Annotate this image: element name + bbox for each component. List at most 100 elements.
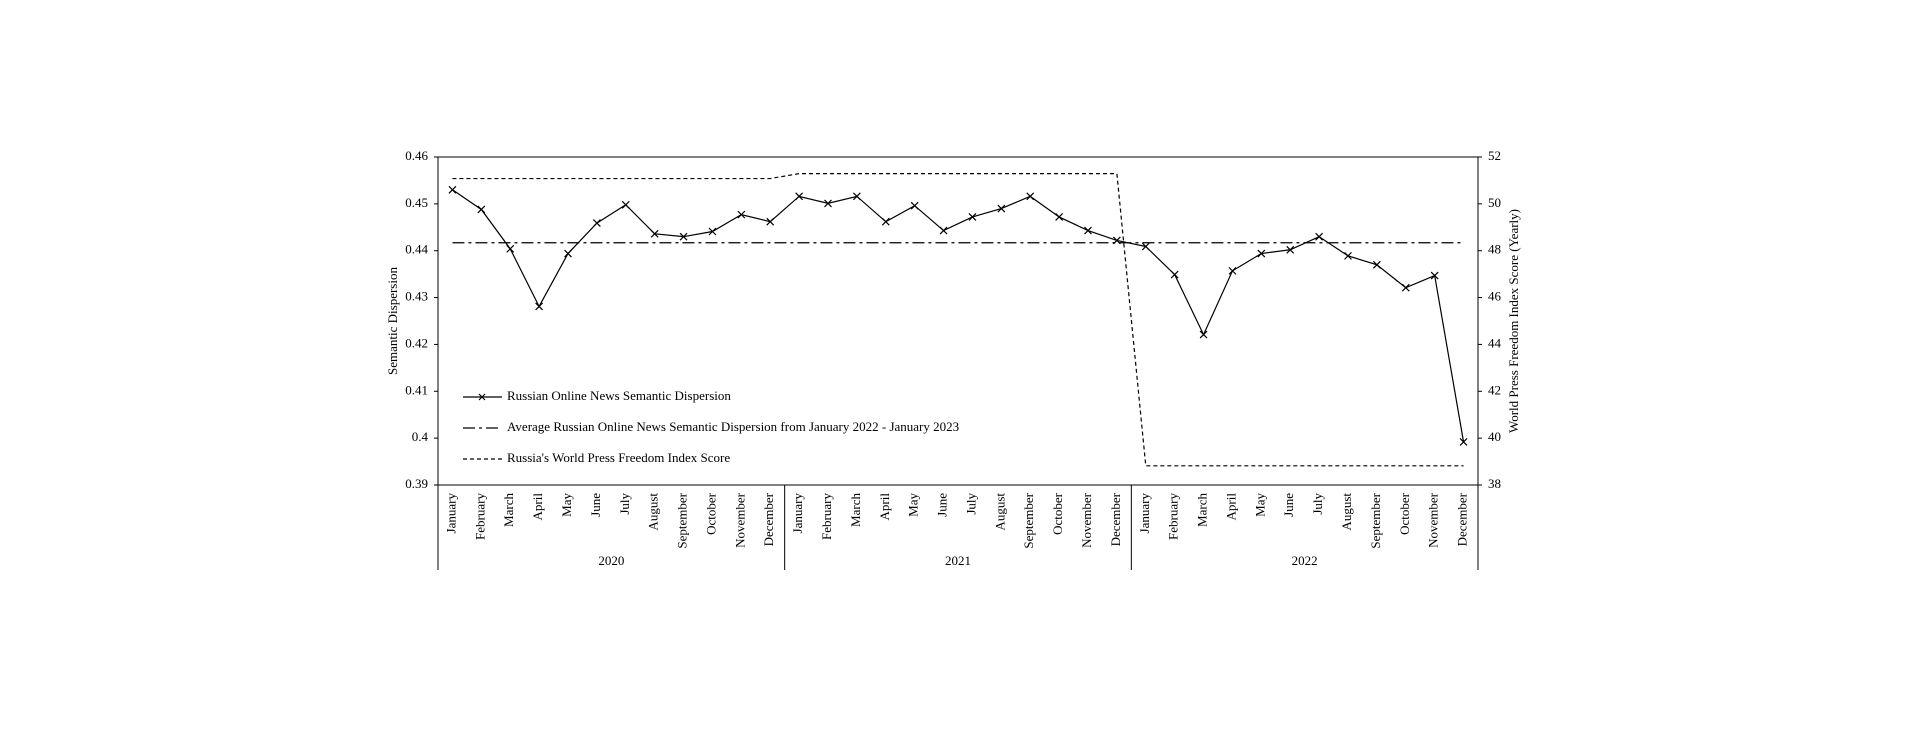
point-marker — [1084, 226, 1092, 235]
point-marker — [564, 249, 572, 258]
x-tick-label: October — [703, 492, 718, 535]
legend-label: Average Russian Online News Semantic Dis… — [507, 419, 959, 434]
x-tick-label: April — [1223, 493, 1238, 521]
legend-label: Russia's World Press Freedom Index Score — [507, 450, 730, 465]
x-tick-label: November — [732, 492, 747, 548]
x-tick-label: January — [790, 493, 805, 534]
point-marker — [1199, 330, 1208, 339]
x-tick-label: February — [819, 493, 834, 540]
point-marker — [592, 219, 601, 227]
point-marker — [1430, 271, 1439, 280]
x-tick-label: September — [1368, 492, 1383, 548]
x-tick-label: March — [1195, 493, 1210, 527]
x-tick-label: March — [848, 493, 863, 527]
x-tick-label: March — [501, 493, 516, 527]
x-tick-label: July — [617, 493, 632, 515]
year-label: 2020 — [598, 553, 624, 568]
x-tick-label: June — [588, 493, 603, 517]
x-tick-label: July — [963, 493, 978, 515]
point-marker — [1344, 251, 1352, 260]
point-marker — [766, 217, 775, 226]
plot-frame — [437, 156, 1479, 486]
y-tick-label: 0.41 — [405, 382, 428, 397]
series-line — [452, 173, 1464, 467]
x-tick-label: December — [761, 492, 776, 546]
point-marker — [1228, 266, 1237, 275]
series-line — [452, 189, 1465, 442]
x-tick-label: May — [1252, 493, 1267, 517]
x-tick-label: November — [1079, 492, 1094, 548]
point-marker — [795, 192, 804, 201]
point-marker — [1257, 249, 1266, 258]
x-tick-label: April — [530, 493, 545, 521]
legend-label: Russian Online News Semantic Dispersion — [507, 388, 731, 403]
x-tick-label: January — [1137, 493, 1152, 534]
point-marker — [1401, 283, 1410, 292]
point-marker — [1286, 245, 1295, 254]
point-marker — [1315, 232, 1324, 241]
point-marker — [650, 229, 659, 238]
x-tick-label: January — [443, 493, 458, 534]
y2-axis-label: World Press Freedom Index Score (Yearly) — [1506, 209, 1521, 433]
y-tick-label: 0.43 — [405, 289, 428, 304]
year-label: 2021 — [945, 553, 971, 568]
y2-tick-label: 38 — [1488, 476, 1501, 491]
point-marker — [679, 232, 688, 241]
point-marker — [1170, 270, 1179, 279]
y2-tick-label: 48 — [1488, 242, 1501, 257]
x-tick-label: October — [1397, 492, 1412, 535]
y-tick-label: 0.42 — [405, 335, 428, 350]
point-marker — [1459, 437, 1468, 446]
x-tick-label: June — [935, 493, 950, 517]
x-tick-label: December — [1108, 492, 1123, 546]
point-marker — [737, 210, 746, 219]
point-marker — [968, 213, 977, 221]
point-marker — [506, 244, 515, 253]
x-tick-label: November — [1426, 492, 1441, 548]
point-marker — [1026, 192, 1035, 201]
y-tick-label: 0.4 — [412, 429, 429, 444]
y-tick-label: 0.39 — [405, 476, 428, 491]
x-tick-label: September — [1021, 492, 1036, 548]
x-tick-label: August — [646, 493, 661, 531]
x-tick-label: April — [877, 493, 892, 521]
point-marker — [881, 217, 890, 226]
point-marker — [621, 200, 630, 209]
x-tick-label: September — [675, 492, 690, 548]
x-tick-label: July — [1310, 493, 1325, 515]
y-tick-label: 0.44 — [405, 242, 428, 257]
y2-tick-label: 52 — [1488, 148, 1501, 163]
point-marker — [852, 192, 861, 201]
year-label: 2022 — [1292, 553, 1318, 568]
x-tick-label: October — [1050, 492, 1065, 535]
point-marker — [1055, 213, 1064, 221]
x-tick-label: December — [1455, 492, 1470, 546]
x-tick-label: June — [1281, 493, 1296, 517]
point-marker — [910, 201, 919, 210]
y-axis-label: Semantic Dispersion — [385, 267, 400, 375]
x-tick-label: February — [1166, 493, 1181, 540]
legend-marker — [478, 393, 486, 401]
point-marker — [939, 226, 948, 235]
point-marker — [708, 227, 717, 236]
point-marker — [535, 302, 544, 311]
point-marker — [477, 205, 486, 214]
point-marker — [448, 185, 457, 194]
x-tick-label: August — [1339, 493, 1354, 531]
x-tick-label: February — [472, 493, 487, 540]
point-marker — [1372, 260, 1381, 269]
y2-tick-label: 40 — [1488, 429, 1501, 444]
point-marker — [997, 204, 1006, 213]
y-tick-label: 0.45 — [405, 195, 428, 210]
y-tick-label: 0.46 — [405, 148, 428, 163]
x-tick-label: August — [992, 493, 1007, 531]
y2-tick-label: 44 — [1488, 335, 1502, 350]
y2-tick-label: 50 — [1488, 195, 1501, 210]
x-tick-label: May — [906, 493, 921, 517]
x-tick-label: May — [559, 493, 574, 517]
y2-tick-label: 42 — [1488, 382, 1501, 397]
y2-tick-label: 46 — [1488, 289, 1502, 304]
point-marker — [1141, 242, 1150, 251]
